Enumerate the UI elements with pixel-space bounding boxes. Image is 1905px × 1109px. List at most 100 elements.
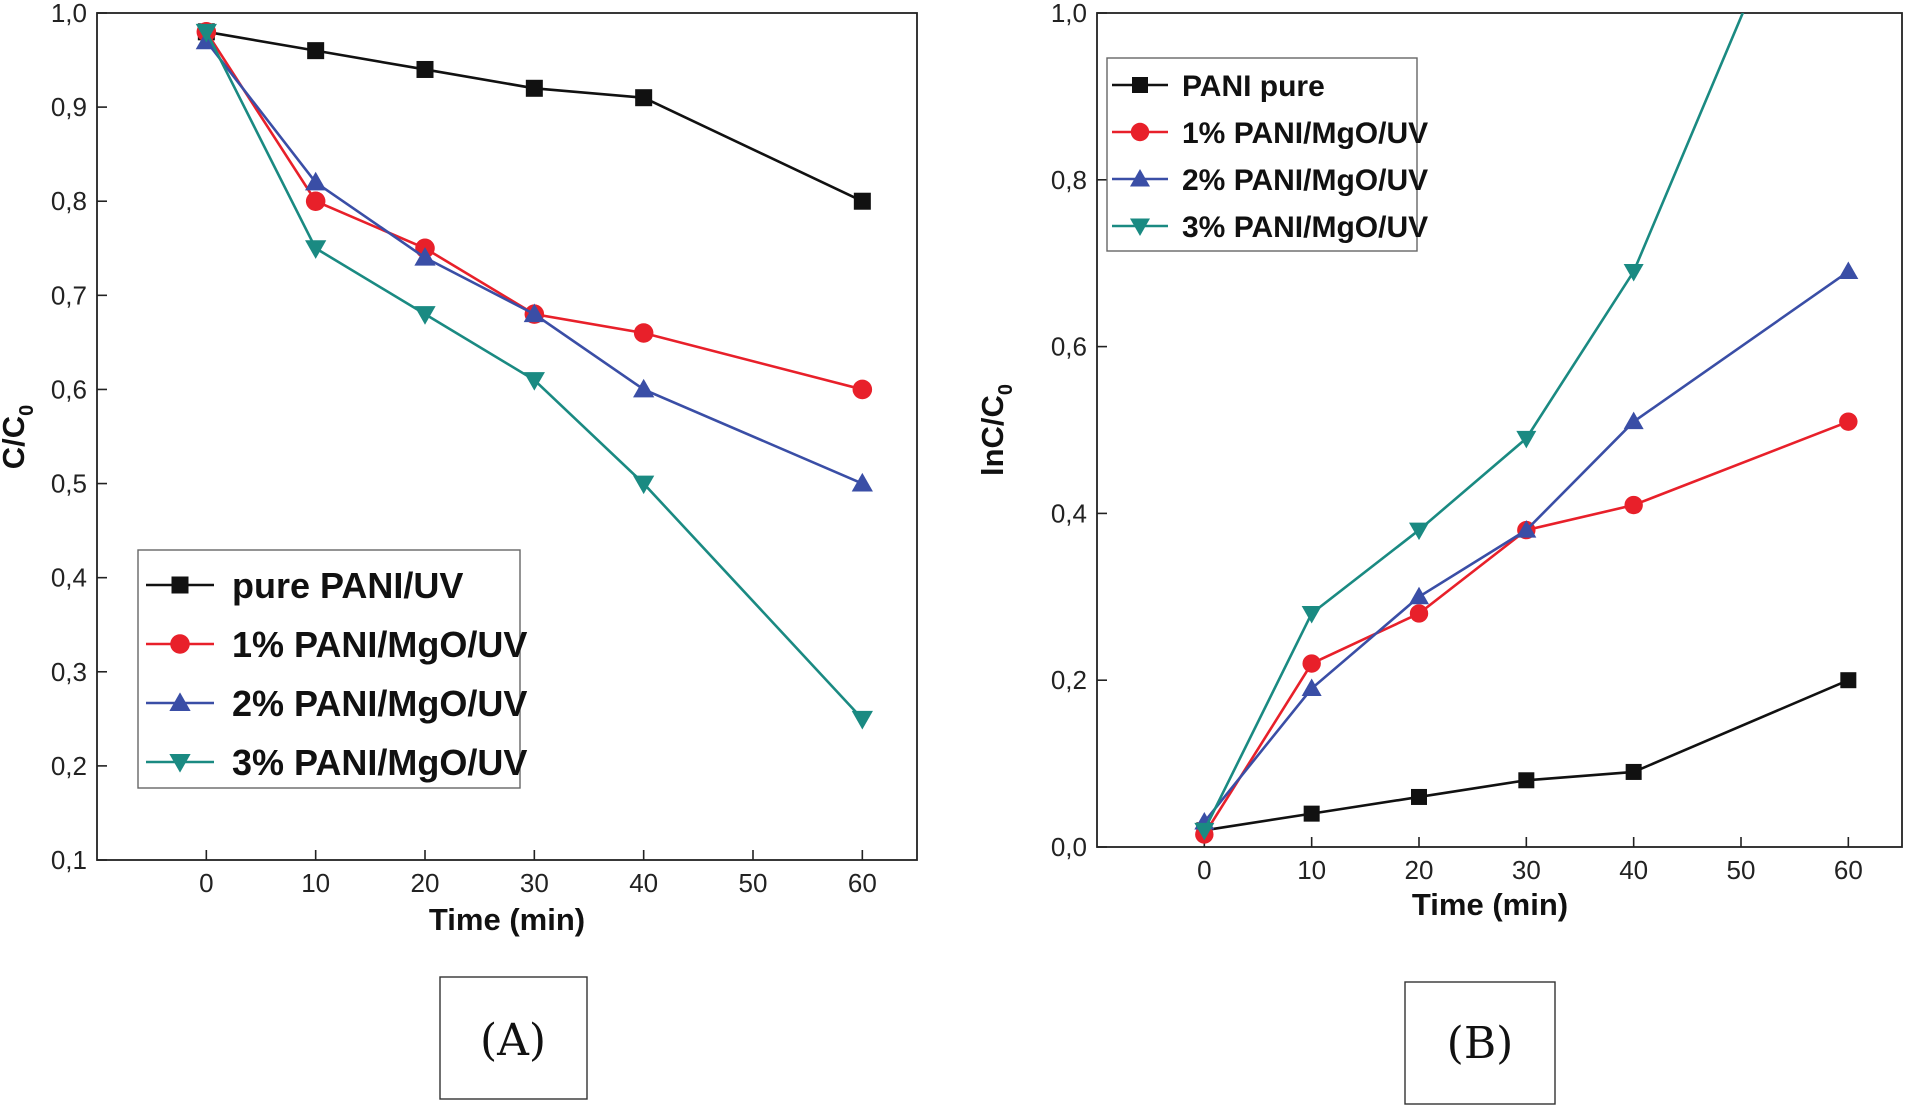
legend-entry: 2% PANI/MgO/UV [146,683,527,724]
data-point [1409,604,1429,623]
data-point [1838,261,1859,280]
y-tick-label: 0,5 [51,469,87,499]
data-point [635,89,653,107]
data-point [523,372,545,391]
legend-marker [1130,169,1150,187]
data-point [1194,822,1215,841]
series-3 [1194,13,1745,841]
legend-marker [1130,218,1150,236]
plot-area [1194,13,1859,844]
data-point [525,79,543,97]
legend-marker [170,634,190,654]
data-point [305,240,327,259]
legend-marker [169,692,191,711]
data-point [1303,805,1320,822]
series-line [205,31,863,391]
series-2 [195,30,873,492]
data-point [1623,411,1644,430]
series-0 [197,23,871,210]
series-line [1204,679,1849,832]
data-point [305,171,327,191]
legend-entry: PANI pure [1112,70,1325,103]
legend-marker [1132,77,1148,93]
x-tick-label: 40 [1619,855,1648,885]
y-tick-label: 1,0 [1051,0,1087,28]
legend-label: pure PANI/UV [232,565,463,606]
y-tick-label: 1,0 [51,0,87,28]
panel-label: (B) [1447,1018,1514,1069]
x-tick-label: 10 [1297,855,1326,885]
chart-a: 0,1 0,2 0,3 0,4 0,5 0,6 0,7 0,8 0,9 1,0 0 10 20 30 40 5… [0,0,918,1100]
chart-b: 0,0 0,2 0,4 0,6 0,8 1,0 0 10 20 30 40 50 60 Time (min… [975,0,1903,1105]
x-axis-title: Time (min) [429,902,585,937]
data-point [307,42,325,60]
legend-label: 2% PANI/MgO/UV [232,683,527,724]
series-line [1203,13,1745,831]
y-axis-title-subscript: 0 [995,384,1017,395]
legend-label: 3% PANI/MgO/UV [232,742,527,783]
data-point [1623,264,1644,282]
plot-area [195,22,873,730]
panel-label-box [1404,981,1556,1105]
x-tick-label: 60 [1834,855,1863,885]
y-tick-label: 0,3 [51,657,87,687]
legend-entry: 3% PANI/MgO/UV [146,742,527,783]
data-point [633,378,655,398]
panel-label-box [439,976,588,1100]
data-point [1409,586,1429,605]
x-tick-label: 20 [411,868,440,898]
y-tick-label: 0,4 [51,563,87,593]
legend-label: 2% PANI/MgO/UV [1182,164,1428,197]
legend-label: 1% PANI/MgO/UV [232,624,527,665]
data-point [1839,412,1858,431]
data-point [414,247,436,266]
data-point [853,192,871,210]
data-point [305,191,326,211]
x-tick-label: 50 [1727,855,1756,885]
data-point [633,323,654,343]
legend-entry: 3% PANI/MgO/UV [1112,211,1428,244]
data-point [633,475,655,495]
y-tick-label: 0,2 [51,751,87,781]
series-0 [1196,672,1857,839]
panel-label: (A) [480,1015,546,1066]
x-tick-label: 40 [629,868,658,898]
legend-entry: 2% PANI/MgO/UV [1112,164,1428,197]
data-point [1624,495,1643,515]
legend-marker [169,754,191,773]
plot-frame [96,12,918,861]
x-tick-label: 30 [520,868,549,898]
data-point [1518,772,1535,789]
plot-frame [1096,12,1903,848]
legend-entry: 1% PANI/MgO/UV [146,624,527,665]
x-axis-title: Time (min) [1412,887,1568,922]
data-point [1411,788,1427,805]
y-tick-label: 0,8 [1051,165,1087,195]
x-tick-label: 0 [1197,855,1211,885]
y-tick-label: 0,1 [51,845,87,875]
legend-box [137,549,521,789]
legend-label: 3% PANI/MgO/UV [1182,211,1428,244]
data-point [1301,678,1322,697]
legend-label: PANI pure [1182,70,1325,103]
y-tick-label: 0,0 [1051,832,1087,862]
series-line [205,40,863,485]
data-point [852,379,873,400]
y-tick-label: 0,2 [1051,665,1087,695]
legend-entry: 1% PANI/MgO/UV [1112,117,1428,150]
y-axis-title-main: lnC/C [975,395,1010,476]
data-point [1409,522,1429,541]
series-line [1203,270,1850,823]
series-line [1203,420,1849,836]
y-tick-label: 0,8 [51,186,87,216]
legend-marker [171,576,189,594]
y-axis-title-subscript: 0 [16,405,38,416]
x-tick-label: 20 [1405,855,1434,885]
legend-marker [1130,122,1150,142]
series-line [205,31,864,720]
x-tick-label: 0 [199,868,213,898]
data-point [1625,763,1642,780]
data-point [414,306,436,325]
data-point [416,60,434,78]
